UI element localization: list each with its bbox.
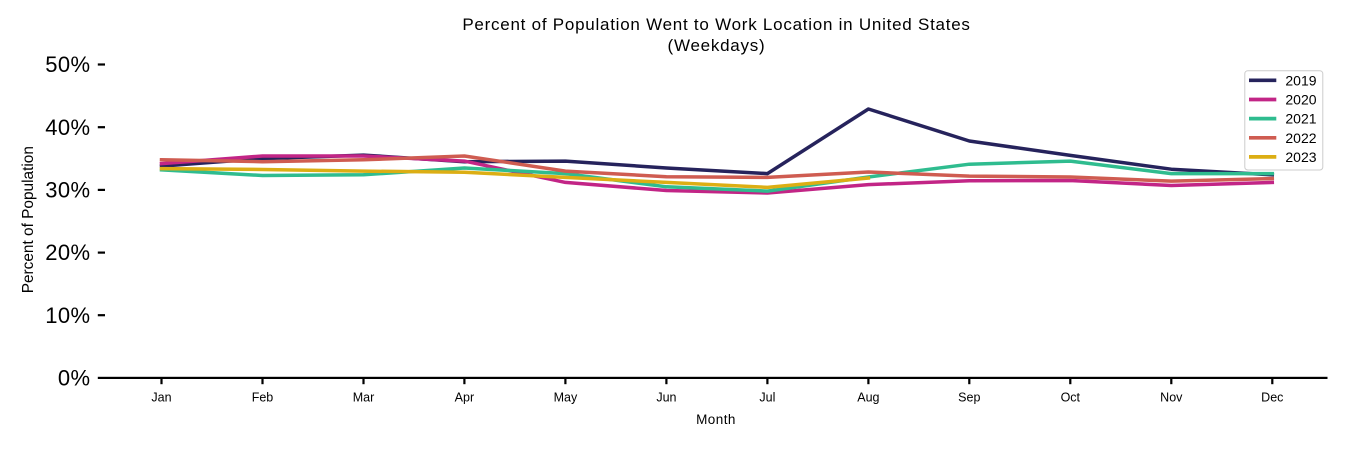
svg-text:Mar: Mar — [353, 391, 375, 405]
svg-text:Aug: Aug — [857, 391, 879, 405]
svg-text:2022: 2022 — [1285, 130, 1316, 146]
svg-text:(Weekdays): (Weekdays) — [668, 36, 766, 55]
svg-text:2021: 2021 — [1285, 111, 1316, 127]
svg-text:Jul: Jul — [759, 391, 775, 405]
svg-text:Dec: Dec — [1261, 391, 1283, 405]
svg-text:Jun: Jun — [656, 391, 676, 405]
svg-text:Sep: Sep — [958, 391, 980, 405]
svg-text:Nov: Nov — [1160, 391, 1183, 405]
svg-text:Feb: Feb — [252, 391, 274, 405]
svg-text:40%: 40% — [45, 115, 90, 140]
svg-text:Percent of Population: Percent of Population — [20, 146, 37, 293]
svg-text:20%: 20% — [45, 240, 90, 265]
svg-text:Apr: Apr — [455, 391, 474, 405]
svg-text:Jan: Jan — [151, 391, 171, 405]
svg-text:2019: 2019 — [1285, 72, 1316, 88]
svg-text:Month: Month — [696, 412, 736, 427]
svg-text:50%: 50% — [45, 52, 90, 77]
svg-text:Percent of Population Went to: Percent of Population Went to Work Locat… — [462, 15, 970, 34]
svg-text:0%: 0% — [58, 366, 91, 391]
svg-text:May: May — [554, 391, 578, 405]
svg-text:10%: 10% — [45, 303, 90, 328]
svg-text:30%: 30% — [45, 178, 90, 203]
svg-text:2023: 2023 — [1285, 149, 1316, 165]
svg-text:2020: 2020 — [1285, 92, 1316, 108]
svg-text:Oct: Oct — [1061, 391, 1081, 405]
